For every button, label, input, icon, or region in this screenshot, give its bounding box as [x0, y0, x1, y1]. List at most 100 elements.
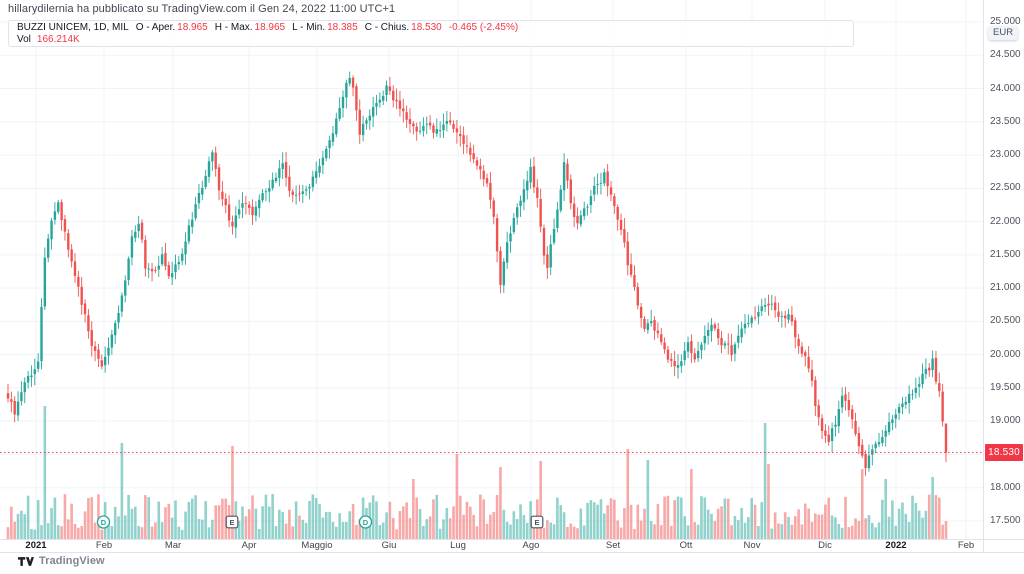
- volume-value: 166.214K: [36, 34, 80, 45]
- volume-bar: [512, 511, 516, 539]
- candle: [727, 343, 730, 345]
- candle: [365, 120, 368, 124]
- candle: [134, 231, 137, 238]
- candle: [130, 236, 134, 258]
- volume-bar: [716, 508, 720, 539]
- price-axis[interactable]: 25.000 24.500 24.000 23.500 23.000 22.500 22.0…: [984, 0, 1024, 539]
- volume-bar: [100, 529, 104, 539]
- volume-bar: [217, 505, 221, 539]
- volume-bar: [40, 525, 43, 539]
- candle: [284, 161, 288, 178]
- candle: [914, 387, 918, 393]
- candle: [80, 286, 83, 305]
- volume-bar: [596, 504, 599, 539]
- volume-bar: [127, 494, 130, 539]
- volume-bar: [706, 509, 710, 539]
- volume-bar: [673, 500, 676, 539]
- candle: [251, 206, 254, 216]
- volume-bar: [670, 525, 673, 539]
- candle: [938, 383, 941, 392]
- candle: [599, 182, 603, 184]
- volume-bar: [666, 495, 670, 539]
- time-axis-label: Feb: [95, 540, 113, 551]
- candle: [559, 189, 562, 211]
- volume-bar: [415, 497, 418, 539]
- candle: [475, 160, 479, 166]
- volume-bar: [787, 516, 790, 539]
- volume-bar: [402, 506, 405, 539]
- candle: [261, 193, 264, 201]
- candle: [428, 122, 432, 126]
- candle: [67, 233, 70, 250]
- volume-bar: [30, 528, 33, 539]
- volume-bar: [418, 508, 422, 539]
- candle: [753, 317, 757, 319]
- candle: [526, 180, 529, 191]
- volume-bar: [552, 524, 556, 539]
- volume-bar: [747, 517, 750, 539]
- volume-bar: [582, 525, 586, 539]
- time-axis-border: [0, 539, 1024, 540]
- volume-bar: [556, 497, 559, 539]
- volume-bar: [881, 499, 884, 539]
- dividend-marker[interactable]: D: [358, 515, 373, 529]
- volume-bar: [546, 520, 549, 539]
- candle: [626, 241, 629, 266]
- earnings-marker[interactable]: E: [530, 515, 544, 529]
- volume-bar: [314, 498, 318, 539]
- candle: [157, 265, 160, 270]
- candle: [603, 172, 606, 184]
- candle: [87, 315, 90, 332]
- candle: [217, 167, 221, 191]
- candle: [650, 321, 653, 324]
- volume-bar: [522, 515, 526, 539]
- price-axis-label: 24.500: [990, 49, 1021, 61]
- earnings-marker[interactable]: E: [225, 515, 239, 529]
- price-axis-label: 21.500: [990, 248, 1021, 260]
- volume-bar: [405, 502, 408, 539]
- volume-bar: [425, 519, 429, 539]
- time-axis-label: Giu: [381, 540, 397, 551]
- candles: [6, 71, 948, 476]
- candle: [321, 157, 325, 166]
- candle: [30, 375, 33, 378]
- volume-bar: [60, 526, 63, 539]
- time-axis-label: Lug: [450, 540, 466, 551]
- volume-bar: [623, 508, 626, 539]
- price-axis-label: 19.500: [990, 381, 1021, 393]
- candle: [181, 253, 184, 261]
- candle: [747, 322, 750, 324]
- volume-bar: [914, 503, 918, 539]
- candle: [713, 324, 717, 329]
- price-axis-label: 23.500: [990, 115, 1021, 127]
- volume-bar: [170, 517, 174, 539]
- candle: [77, 276, 80, 287]
- volume-bar: [274, 526, 278, 539]
- dividend-marker[interactable]: D: [96, 515, 111, 529]
- price-axis-label: 18.000: [990, 481, 1021, 493]
- volume-bar: [686, 525, 690, 539]
- volume-bar: [562, 512, 566, 539]
- volume-bar: [388, 501, 392, 539]
- volume-bar: [120, 443, 124, 539]
- volume-bar: [97, 494, 100, 539]
- candle: [894, 414, 897, 419]
- candle: [304, 189, 308, 191]
- tradingview-footer[interactable]: TradingView: [18, 555, 105, 567]
- volume-bar: [237, 520, 241, 539]
- volume-bar: [190, 498, 194, 539]
- volume-bar: [690, 469, 693, 539]
- candle: [438, 130, 442, 131]
- candle: [773, 302, 777, 311]
- candle: [60, 202, 63, 221]
- candle: [529, 166, 532, 183]
- volume-bar: [941, 524, 944, 539]
- time-axis[interactable]: 2021 Feb Mar Apr Maggio Giu Lug Ago Set Ott Nov Dic…: [0, 540, 1024, 552]
- candle: [844, 394, 847, 401]
- volume-bar: [351, 503, 355, 539]
- candle: [449, 120, 452, 123]
- candle: [117, 312, 120, 323]
- candle: [616, 207, 619, 220]
